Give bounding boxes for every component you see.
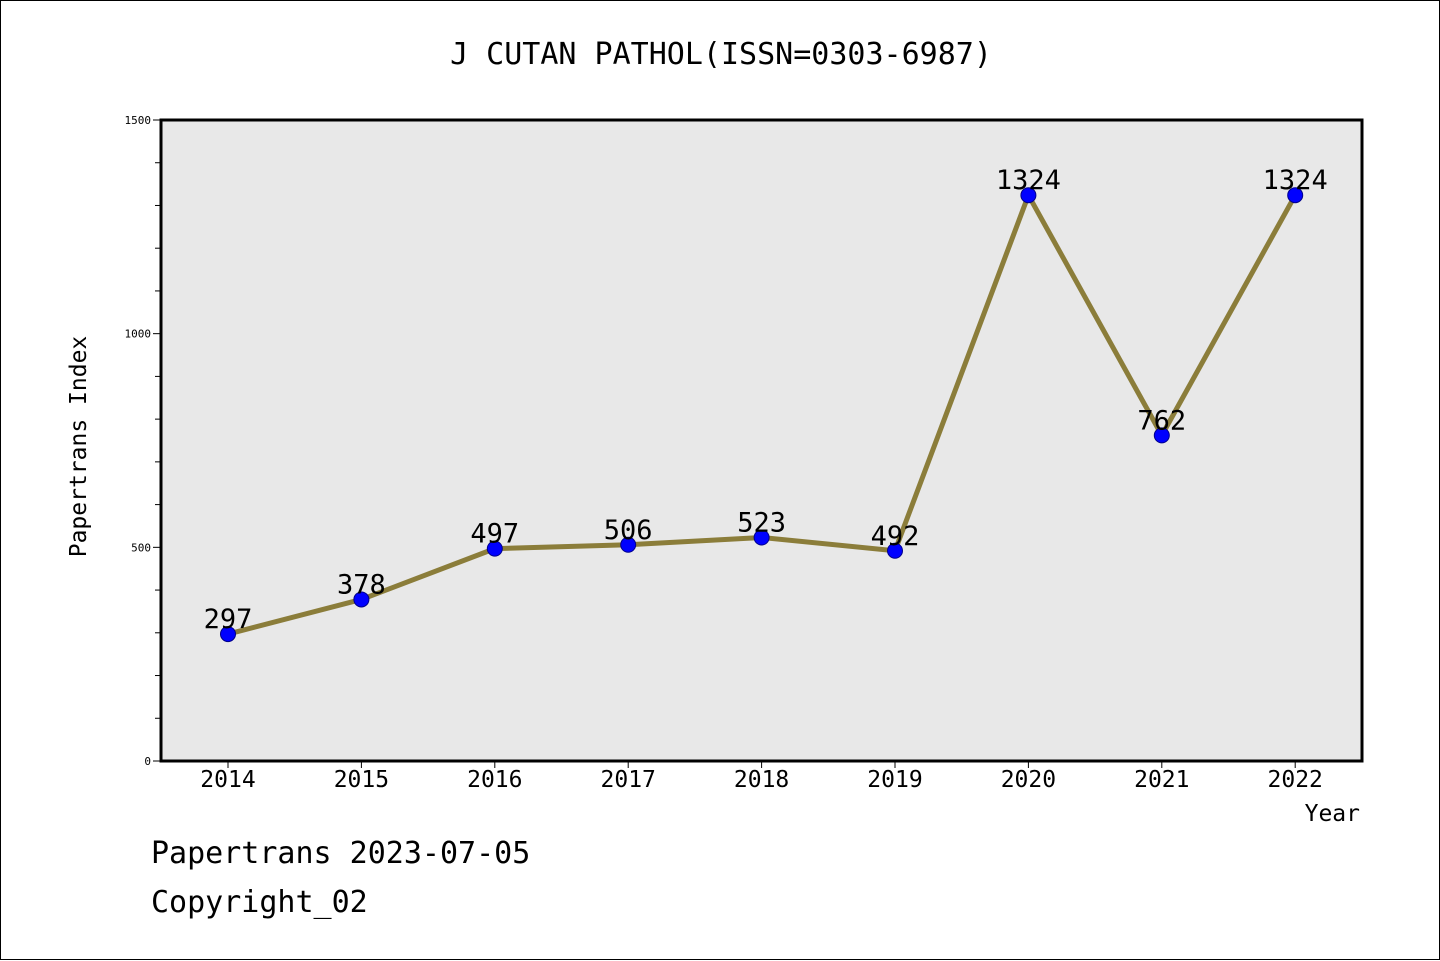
data-point [1020, 187, 1037, 204]
data-label: 523 [737, 508, 786, 539]
data-point [1153, 427, 1170, 444]
x-tick-label: 2020 [1001, 767, 1056, 793]
x-tick-label: 2015 [334, 767, 389, 793]
x-tick-label: 2017 [601, 767, 656, 793]
x-axis-label: Year [1305, 801, 1360, 827]
data-label: 497 [470, 519, 519, 550]
data-point [486, 540, 503, 557]
data-label: 378 [337, 569, 386, 600]
y-tick-label: 0 [144, 755, 151, 768]
x-tick-label: 2018 [734, 767, 789, 793]
y-tick-label: 1000 [125, 328, 152, 341]
footer-source: Papertrans 2023-07-05 [151, 836, 531, 871]
data-point [753, 529, 770, 546]
y-axis-label: Papertrans Index [66, 336, 92, 558]
x-tick-label: 2022 [1268, 767, 1323, 793]
x-axis: 2014 2015 2016 2017 2018 2019 2020 2021 2022 [200, 761, 1323, 793]
data-label: 297 [204, 604, 253, 635]
data-label: 762 [1137, 405, 1186, 436]
data-label: 506 [604, 515, 653, 546]
footer-copyright: Copyright_02 [151, 885, 368, 920]
y-tick-label: 1500 [125, 114, 152, 127]
data-label: 1324 [996, 165, 1061, 196]
x-tick-label: 2016 [467, 767, 522, 793]
data-point [620, 536, 637, 553]
plot-area [159, 118, 1364, 763]
chart-title: J CUTAN PATHOL(ISSN=0303-6987) [450, 37, 992, 72]
data-labels: 297 378 497 506 523 492 1324 762 1324 [204, 165, 1328, 635]
y-tick-label: 500 [131, 541, 151, 554]
series-markers [220, 187, 1304, 643]
data-point [353, 591, 370, 608]
data-label: 492 [871, 521, 920, 552]
x-tick-label: 2014 [200, 767, 255, 793]
data-label: 1324 [1263, 165, 1328, 196]
x-tick-label: 2019 [867, 767, 922, 793]
data-point [887, 542, 903, 559]
x-tick-label: 2021 [1134, 767, 1189, 793]
y-axis: 0 500 1000 1500 [125, 114, 161, 768]
data-point [220, 626, 236, 643]
data-point [1287, 187, 1304, 204]
